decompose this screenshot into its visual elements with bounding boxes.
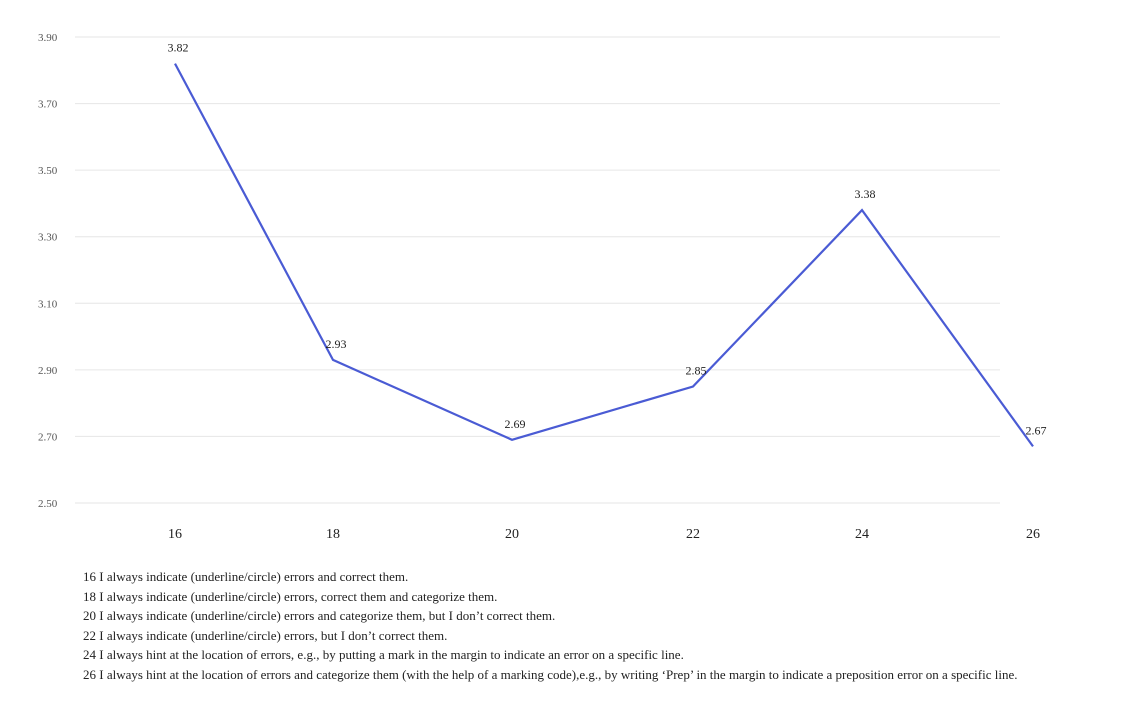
y-tick-label: 3.10 bbox=[38, 298, 58, 310]
data-label: 3.38 bbox=[855, 187, 876, 201]
line-chart: 3.90 3.70 3.50 3.30 3.10 2.90 2.70 2.50 16 18 20 2… bbox=[38, 32, 1047, 542]
y-tick-label: 3.70 bbox=[38, 99, 58, 111]
x-tick-label: 20 bbox=[505, 527, 519, 542]
data-label: 2.69 bbox=[505, 417, 526, 431]
series-line bbox=[174, 63, 1034, 448]
x-tick-label: 16 bbox=[168, 527, 182, 542]
y-tick-label: 2.50 bbox=[38, 498, 58, 510]
note-item: 16 I always indicate (underline/circle) … bbox=[83, 569, 409, 584]
gridlines bbox=[75, 36, 1000, 504]
data-labels: 3.82 2.93 2.69 2.85 3.38 2.67 bbox=[168, 41, 1047, 438]
series-line-group bbox=[174, 63, 1034, 448]
x-tick-label: 22 bbox=[686, 527, 700, 542]
x-tick-label: 26 bbox=[1026, 527, 1040, 542]
x-tick-label: 24 bbox=[855, 527, 869, 542]
note-item: 20 I always indicate (underline/circle) … bbox=[83, 608, 556, 623]
data-label: 2.67 bbox=[1026, 423, 1047, 437]
y-tick-label: 3.30 bbox=[38, 232, 58, 244]
x-tick-label: 18 bbox=[326, 527, 340, 542]
y-tick-label: 2.90 bbox=[38, 365, 58, 377]
note-item: 18 I always indicate (underline/circle) … bbox=[83, 588, 498, 604]
note-item: 22 I always indicate (underline/circle) … bbox=[83, 627, 448, 643]
note-item: 24 I always hint at the location of erro… bbox=[83, 647, 684, 662]
data-label: 2.93 bbox=[326, 337, 347, 351]
y-tick-label: 2.70 bbox=[38, 431, 58, 443]
y-axis-tick-labels: 3.90 3.70 3.50 3.30 3.10 2.90 2.70 2.50 bbox=[38, 32, 58, 510]
data-label: 3.82 bbox=[168, 41, 189, 55]
item-notes-list: 16 I always indicate (underline/circle) … bbox=[83, 567, 1143, 684]
data-label: 2.85 bbox=[686, 364, 707, 378]
y-tick-label: 3.90 bbox=[38, 32, 58, 44]
y-tick-label: 3.50 bbox=[38, 165, 58, 177]
x-axis-tick-labels: 16 18 20 22 24 26 bbox=[168, 527, 1040, 542]
note-item: 26 I always hint at the location of erro… bbox=[83, 666, 1018, 682]
